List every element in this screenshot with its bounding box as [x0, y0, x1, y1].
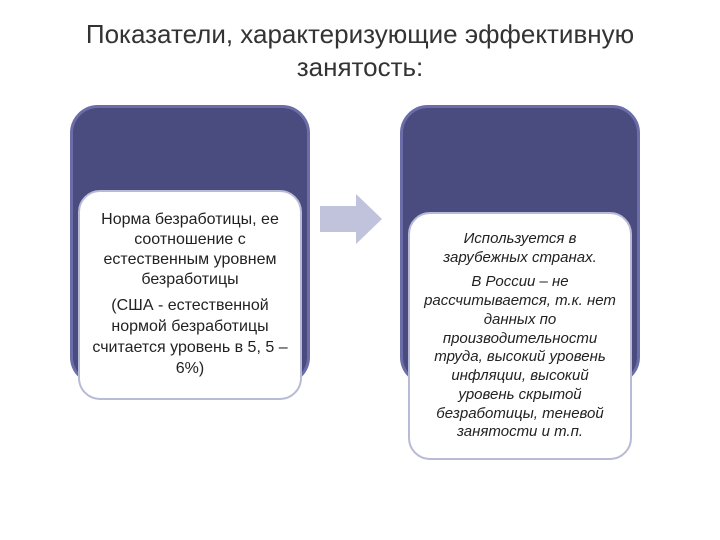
title-line-1: Показатели, характеризующие эффективную [86, 19, 634, 49]
right-para-1: Используется в зарубежных странах. [422, 230, 618, 268]
left-text-panel: Норма безработицы, ее соотношение с есте… [78, 190, 302, 400]
right-text-panel: Используется в зарубежных странах. В Рос… [408, 212, 632, 460]
left-para-1: Норма безработицы, ее соотношение с есте… [92, 210, 288, 290]
right-para-2: В России – не рассчитывается, т.к. нет д… [422, 273, 618, 442]
arrow-right-icon [320, 194, 382, 244]
left-para-2: (США - естественной нормой безработицы с… [92, 296, 288, 379]
title-line-2: занятость: [297, 52, 424, 82]
page-title: Показатели, характеризующие эффективную … [0, 0, 720, 83]
